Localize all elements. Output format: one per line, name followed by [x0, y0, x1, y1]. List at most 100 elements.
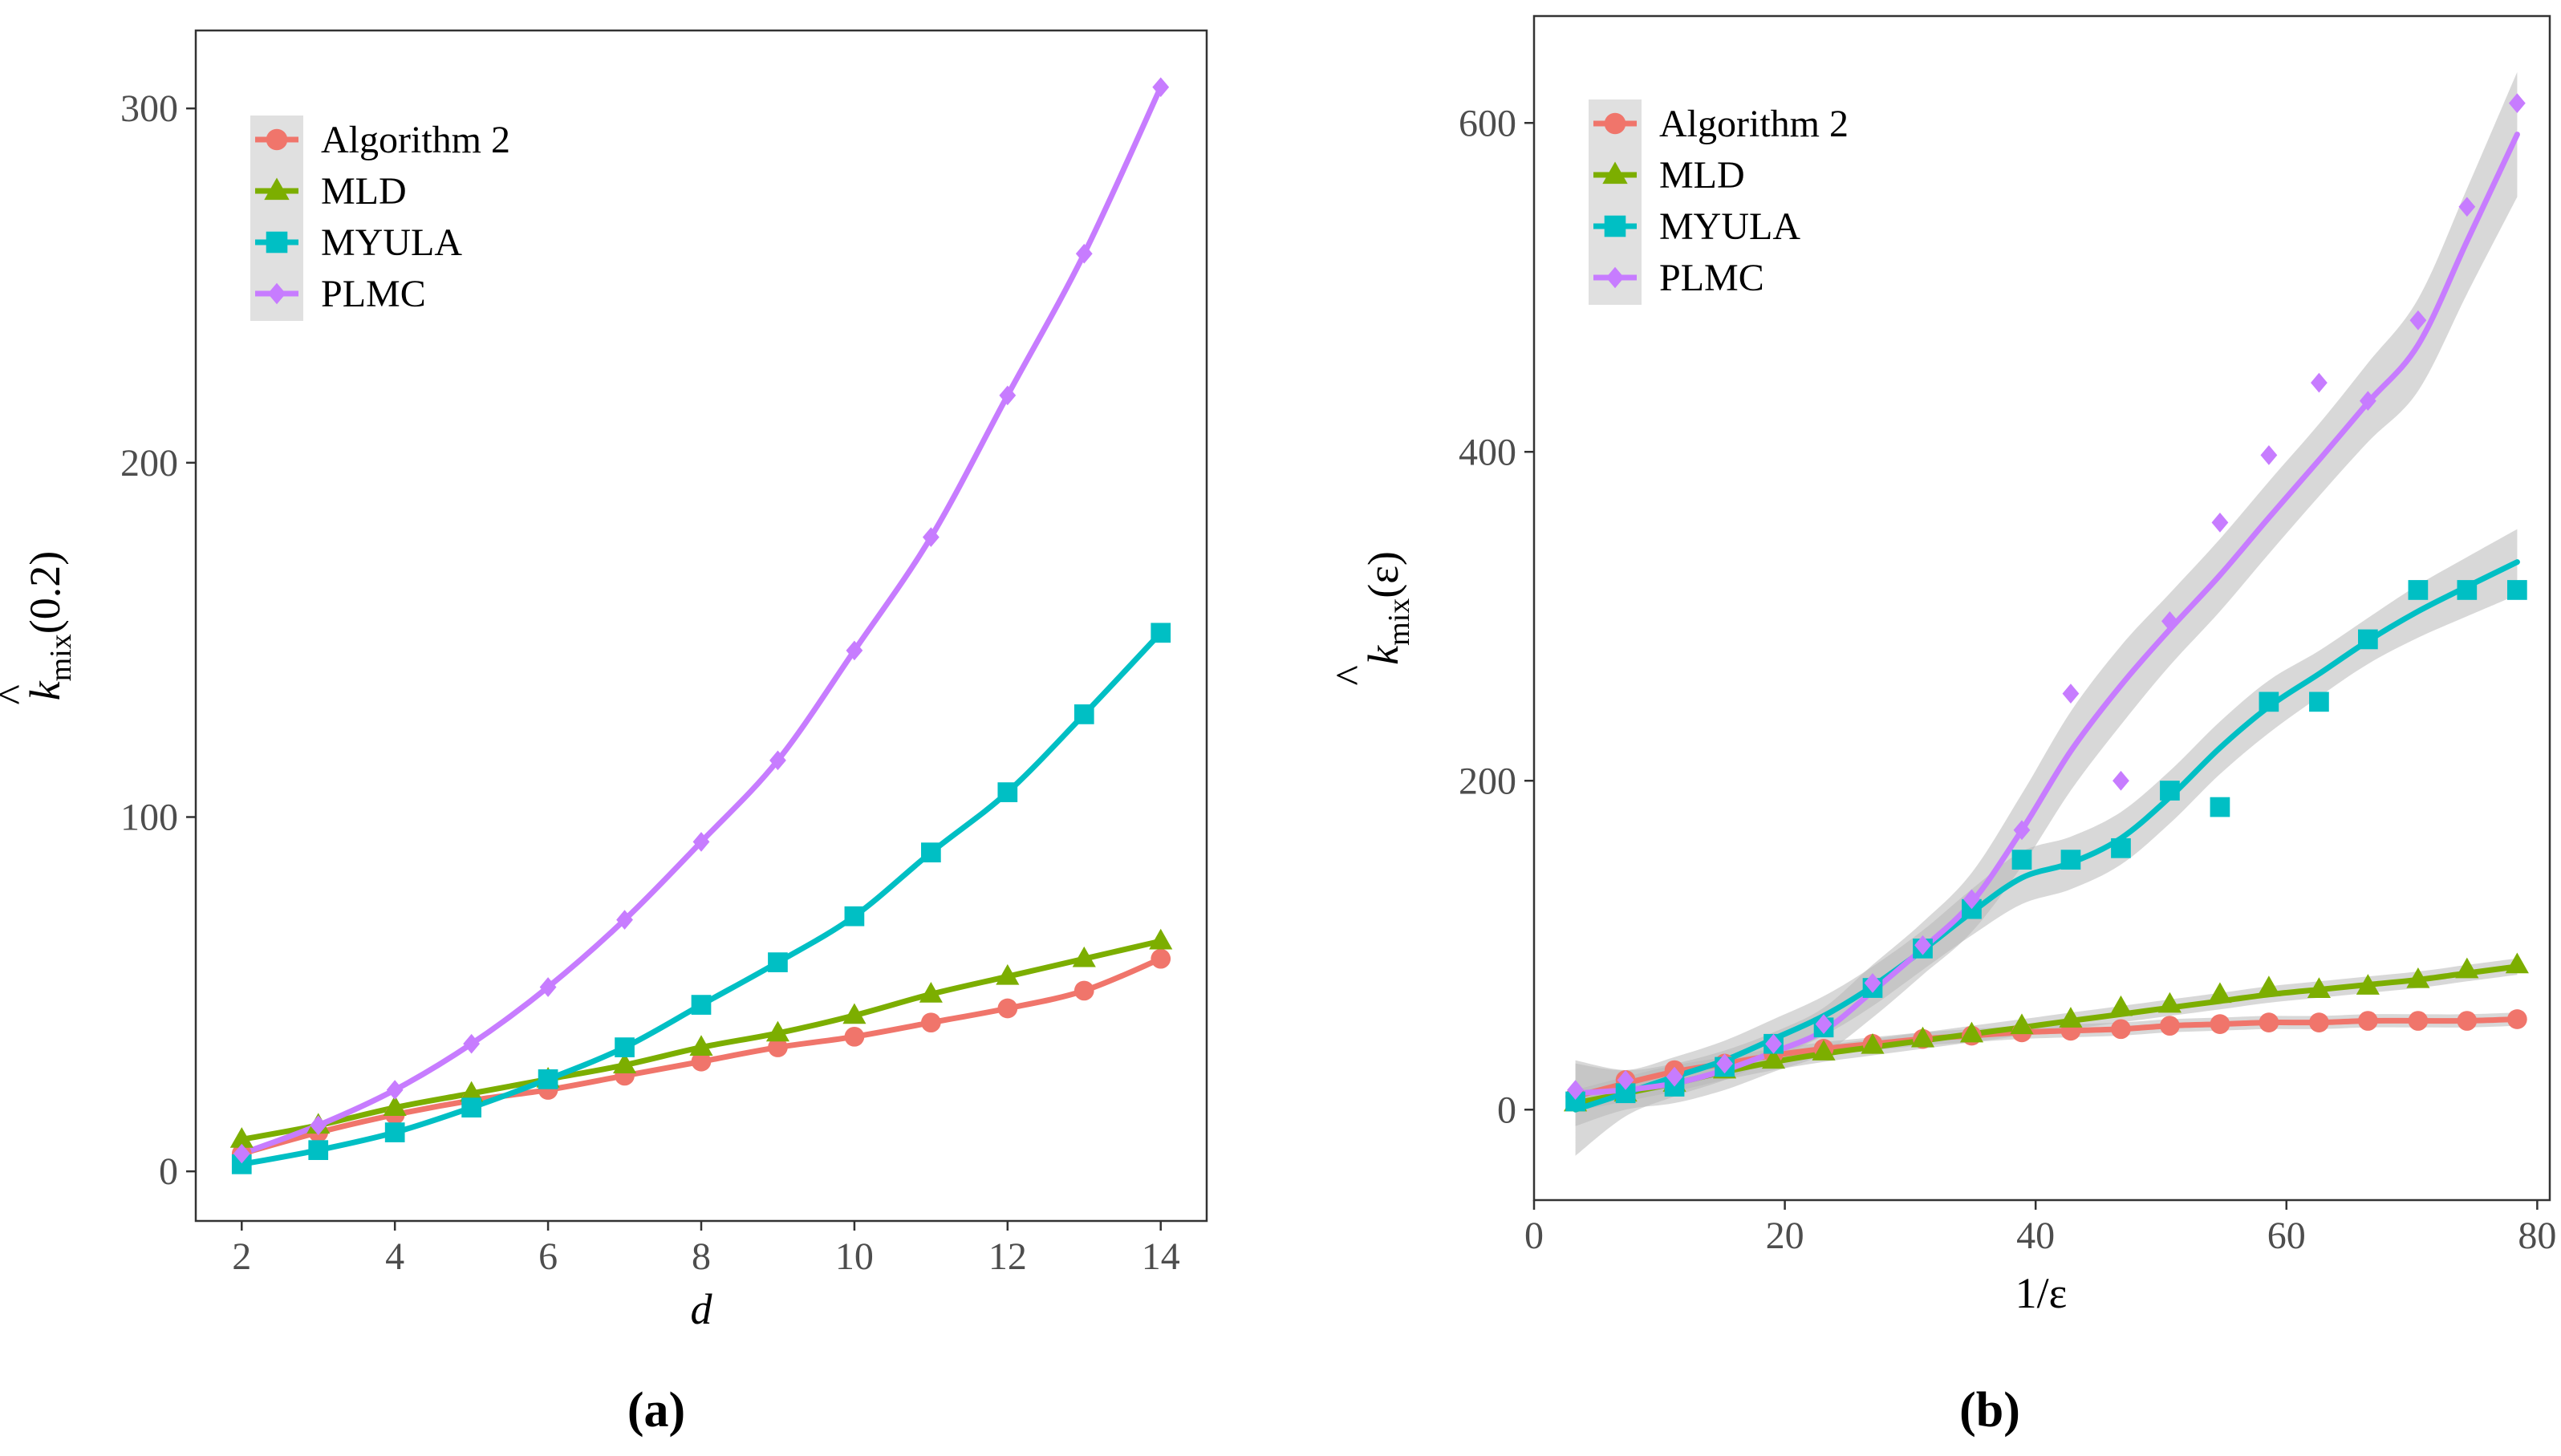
panel-a-y-tick-label: 0 [159, 1150, 178, 1193]
panel-b-point-plmc [1815, 1014, 1832, 1034]
panel-a-point-plmc [233, 1143, 250, 1164]
panel-a-point-mld [1072, 946, 1096, 967]
panel-a-point-myula [1151, 623, 1171, 643]
panel-a-point-plmc [846, 640, 863, 661]
panel-a-point-plmc [616, 910, 633, 930]
panel-a-point-mld [765, 1020, 790, 1042]
panel-a-legend-label-myula: MYULA [321, 221, 462, 264]
panel-b-point-algorithm-2 [2457, 1011, 2478, 1031]
panel-b-point-plmc [1666, 1066, 1683, 1087]
panel-b-y-title-sub: mix [1382, 598, 1416, 646]
panel-b-point-algorithm-2 [2160, 1016, 2180, 1036]
panel-b-point-mld [2059, 1007, 2083, 1028]
panel-b-x-axis-title: 1/ε [2015, 1269, 2068, 1317]
panel-a-point-mld [1149, 928, 1173, 950]
panel-a-x-tick-label: 12 [988, 1235, 1027, 1278]
panel-a-point-myula [538, 1069, 558, 1089]
panel-a-point-plmc [1075, 243, 1093, 264]
panel-b-legend-label-myula: MYULA [1659, 205, 1800, 248]
panel-a-point-mld [842, 1003, 867, 1024]
panel-b-legend-label-mld: MLD [1659, 154, 1745, 197]
panel-a-point-plmc [463, 1033, 481, 1054]
panel-a-point-plmc [999, 385, 1017, 406]
panel-b-legend-label-plmc: PLMC [1659, 257, 1764, 299]
panel-a-legend-label-mld: MLD [321, 170, 407, 213]
panel-b-legend-marker-plmc [1605, 266, 1625, 289]
panel-b-legend-marker-mld [1602, 161, 1628, 185]
panel-a-point-algorithm-2 [1151, 948, 1171, 969]
panel-a-line-plmc [238, 84, 1164, 1157]
panel-a-point-mld [460, 1081, 484, 1102]
panel-a-y-tick-label: 300 [120, 87, 178, 130]
panel-a-point-mld [383, 1095, 407, 1117]
panel-b-point-myula [2259, 691, 2279, 712]
panel-a-x-tick-label: 14 [1142, 1235, 1180, 1278]
panel-b-point-mld [2208, 982, 2232, 1004]
panel-a-y-title-k: k [21, 680, 69, 700]
panel-b-point-myula [2408, 580, 2429, 600]
panel-b-point-algorithm-2 [2358, 1011, 2378, 1031]
panel-b-point-myula [2358, 629, 2378, 650]
panel-a-y-title-hat: ^ [0, 684, 37, 704]
panel-b-point-plmc [1765, 1033, 1782, 1054]
panel-b-point-mld [2108, 995, 2133, 1016]
panel-a-legend-marker-plmc [267, 282, 286, 305]
panel-a-point-mld [689, 1035, 713, 1056]
panel-b-point-plmc [2359, 391, 2376, 412]
panel-b-point-plmc [1567, 1080, 1584, 1100]
panel-b-border [1532, 14, 2551, 1202]
panel-a-y-tick-label: 100 [120, 797, 178, 839]
panel-b-point-myula [2507, 580, 2527, 600]
panel-b-point-plmc [1716, 1053, 1733, 1074]
panel-a-point-myula [615, 1037, 635, 1057]
panel-b-point-algorithm-2 [2111, 1019, 2131, 1040]
panel-b-y-title-arg: (ε) [1359, 551, 1407, 598]
panel-b-legend: Algorithm 2 MLD MYULA PLMC [1589, 99, 1849, 305]
panel-b-point-mld [2406, 967, 2430, 988]
panel-b-label: (b) [1959, 1383, 2020, 1438]
panel-b-y-title-k: k [1359, 645, 1407, 665]
panel-a-point-myula [308, 1140, 329, 1161]
panel-b-point-algorithm-2 [2309, 1012, 2329, 1032]
panel-b-line-plmc [1573, 132, 2520, 1097]
panel-a-legend-marker-mld [264, 177, 290, 201]
panel-b-y-title-hat: ^ [1327, 665, 1375, 685]
panel-a-point-mld [919, 982, 943, 1003]
panel-a-point-myula [844, 906, 865, 927]
panel-b-point-plmc [2409, 310, 2427, 331]
panel-a-point-myula [1074, 704, 1094, 724]
panel-a-legend: Algorithm 2 MLD MYULA PLMC [250, 116, 510, 321]
panel-a-y-tick-label: 200 [120, 442, 178, 485]
panel-b-point-myula [2210, 797, 2230, 817]
panel-a-point-plmc [769, 750, 786, 771]
panel-a: 0 100 200 300 2 4 6 8 10 12 14 d kmix(0.2) ^ Algo… [0, 29, 1208, 1438]
panel-a-point-algorithm-2 [768, 1037, 788, 1057]
panel-a-legend-marker-myula [266, 231, 288, 253]
panel-b-point-algorithm-2 [2210, 1014, 2230, 1034]
panel-a-legend-marker-algorithm-2 [266, 128, 288, 151]
panel-b-x-tick-label: 0 [1524, 1215, 1544, 1257]
panel-b-point-plmc [1864, 973, 1881, 993]
panel-a-point-algorithm-2 [997, 998, 1018, 1019]
panel-b-point-plmc [2062, 683, 2080, 704]
panel-b-point-mld [1959, 1021, 1984, 1043]
panel-b-x-tick-label: 40 [2016, 1215, 2055, 1257]
panel-b-point-plmc [2508, 93, 2526, 113]
panel-a-point-algorithm-2 [921, 1012, 941, 1033]
panel-b-point-mld [1761, 1048, 1786, 1069]
panel-a-y-axis-title: kmix(0.2) [21, 551, 78, 701]
panel-b-point-plmc [1914, 935, 1931, 955]
panel-b-point-plmc [2113, 770, 2129, 791]
panel-a-point-myula [997, 782, 1018, 802]
panel-b-point-mld [1910, 1026, 1935, 1048]
panel-a-point-myula [384, 1122, 405, 1142]
panel-a-point-algorithm-2 [1074, 980, 1094, 1001]
panel-b-point-myula [2160, 781, 2180, 801]
panel-a-x-tick-label: 8 [692, 1235, 711, 1278]
panel-b-point-algorithm-2 [2259, 1012, 2279, 1032]
panel-a-point-plmc [1152, 77, 1170, 98]
panel-b-point-mld [2356, 974, 2380, 995]
panel-b: 0 200 400 600 0 20 40 60 80 1/ε kmix(ε) ^ Algor… [1327, 14, 2556, 1438]
panel-b-point-mld [2455, 957, 2479, 979]
